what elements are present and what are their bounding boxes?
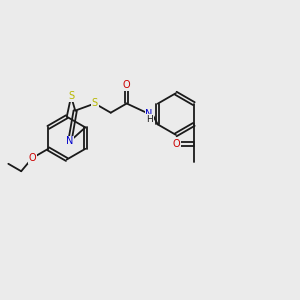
Text: N: N <box>146 109 153 119</box>
Text: S: S <box>68 92 74 101</box>
Text: N: N <box>66 136 74 146</box>
Text: H: H <box>146 115 152 124</box>
Text: O: O <box>123 80 130 90</box>
Text: O: O <box>173 139 180 149</box>
Text: O: O <box>28 153 36 163</box>
Text: S: S <box>92 98 98 109</box>
